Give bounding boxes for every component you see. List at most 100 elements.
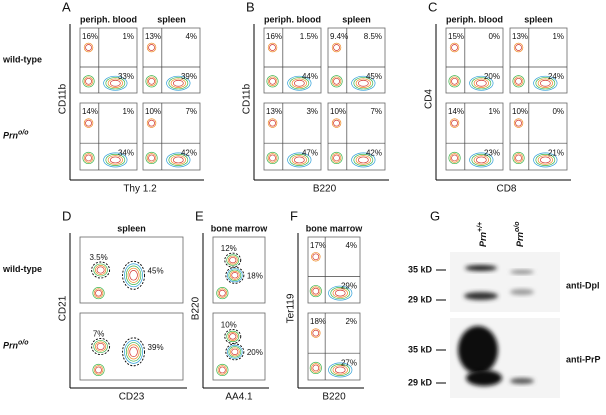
contour xyxy=(148,77,155,85)
contour xyxy=(109,79,121,87)
percent: 18% xyxy=(310,317,326,326)
contour xyxy=(539,156,551,164)
gate xyxy=(224,329,242,344)
blot-band xyxy=(464,292,498,300)
percent: 1% xyxy=(122,107,134,116)
antibody-label: anti-Dpl xyxy=(566,280,600,290)
column-header: periph. blood xyxy=(446,14,503,24)
contour xyxy=(311,328,321,338)
y-axis-label: B220 xyxy=(191,296,202,320)
percent: 1% xyxy=(552,32,564,41)
percent: 4% xyxy=(185,32,197,41)
contour xyxy=(170,78,186,88)
percent: 4% xyxy=(345,241,357,250)
blot-band xyxy=(466,370,502,386)
label-sup: +/+ xyxy=(477,222,484,232)
contour xyxy=(148,154,155,162)
contour xyxy=(96,266,105,274)
contour xyxy=(332,288,348,298)
gate xyxy=(225,266,245,284)
contour xyxy=(267,76,278,87)
x-axis-label: CD23 xyxy=(119,392,145,403)
percent: 17% xyxy=(310,241,326,250)
contour xyxy=(334,366,346,374)
contour xyxy=(124,339,143,364)
percent: 18% xyxy=(247,271,263,280)
marker-label: 35 kD xyxy=(408,264,433,274)
contour xyxy=(127,267,140,283)
contour xyxy=(533,75,558,91)
label-base: wild-type xyxy=(2,264,42,274)
percent: 16% xyxy=(266,32,282,41)
contour xyxy=(311,286,321,296)
contour xyxy=(357,156,369,164)
contour xyxy=(229,256,237,264)
contour xyxy=(85,44,92,51)
contour xyxy=(449,153,460,163)
blot-band xyxy=(510,270,534,274)
x-axis-label: B220 xyxy=(322,392,346,403)
percent: 3% xyxy=(306,107,318,116)
contour xyxy=(471,153,492,166)
contour xyxy=(170,155,186,165)
contour xyxy=(92,363,105,376)
contour xyxy=(129,270,138,281)
contour xyxy=(537,155,553,165)
contour xyxy=(293,79,305,87)
gate xyxy=(225,343,245,361)
contour xyxy=(124,263,143,288)
percent: 27% xyxy=(341,358,357,367)
contour xyxy=(145,75,158,88)
x-axis-label: AA4.1 xyxy=(225,392,253,403)
antibody-label: anti-PrP xyxy=(566,354,601,364)
percent: 14% xyxy=(448,107,464,116)
contour xyxy=(95,366,102,374)
contour xyxy=(312,253,320,261)
contour xyxy=(448,75,461,88)
blot-band xyxy=(510,378,534,384)
percent: 1.5% xyxy=(300,32,318,41)
contour xyxy=(353,77,374,90)
contour xyxy=(85,119,92,127)
contour xyxy=(219,289,226,297)
contour xyxy=(105,77,126,90)
contour xyxy=(451,44,458,51)
contour xyxy=(228,269,242,281)
contour xyxy=(513,42,524,53)
contour xyxy=(231,348,239,356)
contour xyxy=(227,268,243,283)
x-axis-label: B220 xyxy=(313,184,337,195)
contour xyxy=(535,77,556,90)
contour xyxy=(172,79,184,87)
contour xyxy=(85,77,92,85)
contour xyxy=(333,77,340,85)
percent: 10% xyxy=(330,107,346,116)
contour xyxy=(267,42,278,53)
gate xyxy=(122,337,146,367)
column-header: spleen xyxy=(117,223,146,233)
percent: 1% xyxy=(488,107,500,116)
gate xyxy=(224,252,242,268)
contour xyxy=(309,361,322,374)
contour xyxy=(96,342,105,351)
percent: 45% xyxy=(366,72,382,81)
column-header: periph. blood xyxy=(264,14,321,24)
contour xyxy=(103,75,128,91)
contour xyxy=(172,156,184,164)
contour xyxy=(533,152,558,168)
label-base: Prn xyxy=(3,131,19,141)
contour xyxy=(146,76,157,87)
percent: 24% xyxy=(548,72,564,81)
contour xyxy=(309,285,322,298)
contour xyxy=(355,78,371,88)
row-label: wild-type xyxy=(2,264,42,274)
contour xyxy=(95,265,107,275)
contour xyxy=(109,156,121,164)
contour xyxy=(148,119,155,127)
y-axis-label: CD4 xyxy=(424,89,435,109)
contour xyxy=(129,346,138,358)
percent: 42% xyxy=(366,148,382,157)
panel-label: E xyxy=(195,208,204,223)
contour xyxy=(103,152,128,168)
